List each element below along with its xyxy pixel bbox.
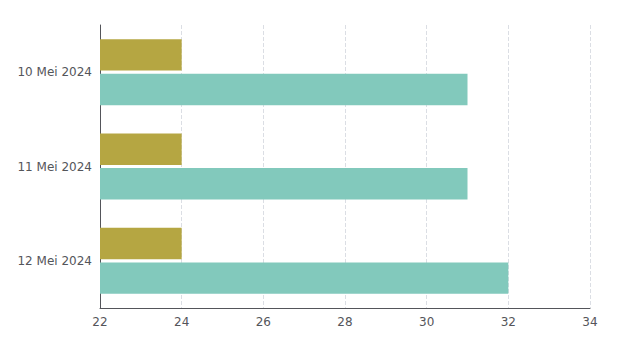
svg-text:22: 22 [92,315,107,329]
svg-text:24: 24 [174,315,189,329]
svg-text:11 Mei 2024: 11 Mei 2024 [17,160,92,174]
svg-text:32: 32 [501,315,516,329]
svg-text:30: 30 [419,315,434,329]
svg-text:28: 28 [337,315,352,329]
svg-text:26: 26 [256,315,271,329]
svg-text:12 Mei 2024: 12 Mei 2024 [17,254,92,268]
svg-text:34: 34 [582,315,597,329]
svg-text:10 Mei 2024: 10 Mei 2024 [17,65,92,79]
